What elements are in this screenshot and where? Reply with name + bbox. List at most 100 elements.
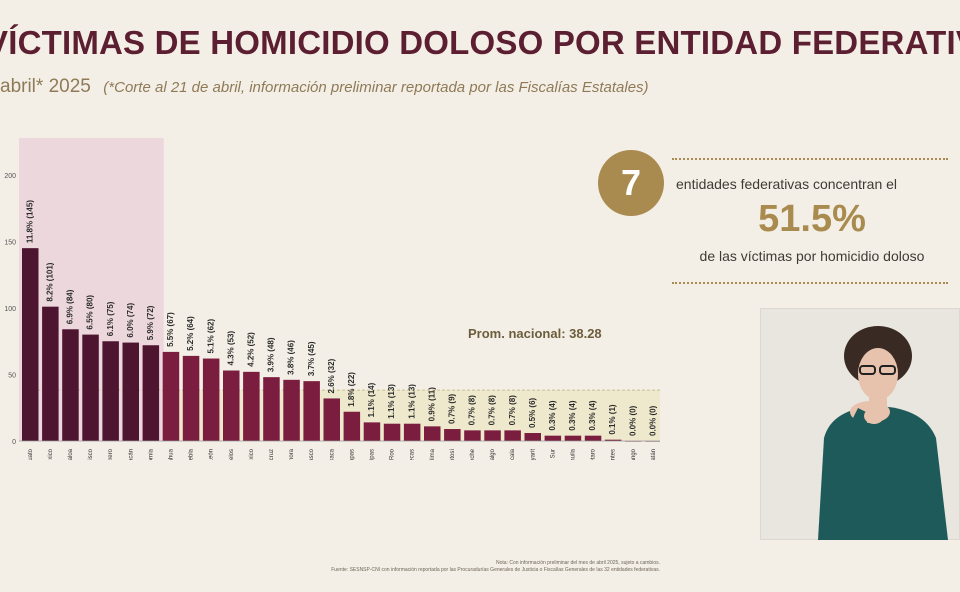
bar-chart: Prom. nacional: 38.28 0 50 100 150 200 11.8% (… xyxy=(4,138,660,460)
data-label: 6.5% (80) xyxy=(86,295,95,330)
category-label: Hidalgo xyxy=(490,448,496,460)
bar xyxy=(223,370,240,441)
category-label: Querétaro xyxy=(591,448,597,460)
data-label: 0.3% (4) xyxy=(548,400,557,431)
category-label: Morelos xyxy=(229,449,235,460)
subtitle-period: abril* 2025 xyxy=(0,76,91,97)
data-label: 5.2% (64) xyxy=(186,316,195,351)
bar xyxy=(122,342,139,441)
bar xyxy=(142,345,160,441)
data-label: 0.0% (0) xyxy=(648,405,657,436)
data-label: 4.2% (52) xyxy=(246,332,255,367)
callout-text-line2: de las víctimas por homicidio doloso xyxy=(699,248,925,264)
bar xyxy=(564,435,582,441)
bar xyxy=(162,351,180,441)
callout-text-line1: entidades federativas concentran el xyxy=(676,176,898,192)
bar xyxy=(102,341,119,441)
category-label: Guerrero xyxy=(108,448,114,460)
data-label: 1.1% (14) xyxy=(367,382,376,417)
bar xyxy=(424,426,441,441)
data-label: 1.8% (22) xyxy=(347,372,356,407)
data-label: 6.1% (75) xyxy=(106,301,115,336)
category-label: Puebla xyxy=(189,448,195,460)
data-label: 3.8% (46) xyxy=(287,340,296,375)
callout-divider-bottom xyxy=(672,282,948,284)
data-label: 0.1% (1) xyxy=(608,404,617,435)
data-label: 11.8% (145) xyxy=(25,200,34,243)
bar xyxy=(403,423,421,441)
data-label: 0.7% (8) xyxy=(468,395,477,426)
data-label: 0.3% (4) xyxy=(568,400,577,431)
bar xyxy=(363,422,381,441)
footnote-source: Fuente: SESNSP-CNI con información repor… xyxy=(331,567,660,573)
subtitle: abril* 2025 (*Corte al 21 de abril, info… xyxy=(0,76,649,98)
average-label: Prom. nacional: 38.28 xyxy=(468,326,602,341)
y-tick-label: 150 xyxy=(4,240,16,247)
data-label: 3.9% (48) xyxy=(267,337,276,372)
data-label: 0.0% (0) xyxy=(628,405,637,436)
data-label: 5.1% (62) xyxy=(206,319,215,354)
bar xyxy=(283,379,300,441)
data-label: 1.1% (13) xyxy=(387,384,396,419)
data-label: 8.2% (101) xyxy=(45,262,54,301)
data-label: 0.3% (4) xyxy=(588,400,597,431)
bar xyxy=(243,371,260,441)
data-label: 2.6% (32) xyxy=(327,358,336,393)
category-label: Estado de México xyxy=(48,448,54,460)
bar xyxy=(82,334,99,441)
category-label: Chiapas xyxy=(349,449,355,460)
data-label: 6.0% (74) xyxy=(126,303,135,338)
sign-language-interpreter-video xyxy=(760,308,960,540)
bar xyxy=(62,329,79,441)
data-label: 0.7% (8) xyxy=(488,395,497,426)
category-label: Nuevo León xyxy=(209,449,215,460)
category-label: Colima xyxy=(430,448,436,460)
category-label: Durango xyxy=(631,448,637,460)
data-label: 1.1% (13) xyxy=(407,384,416,419)
category-label: Jalisco xyxy=(88,448,94,460)
category-label: Zacatecas xyxy=(410,449,416,460)
bar xyxy=(604,439,622,441)
bar xyxy=(202,358,220,441)
category-label: Campeche xyxy=(470,448,476,460)
category-label: Guanajuato xyxy=(28,448,34,460)
footnotes: Nota: Con información preliminar del mes… xyxy=(160,560,660,574)
y-tick-label: 100 xyxy=(4,306,16,313)
bar xyxy=(42,306,59,441)
data-label: 3.7% (45) xyxy=(307,341,316,376)
bar xyxy=(464,430,481,441)
category-label: Tabasco xyxy=(309,448,315,460)
interpreter-figure xyxy=(760,308,960,540)
category-label: Quintana Roo xyxy=(390,448,396,460)
y-tick-label: 200 xyxy=(4,173,16,180)
category-label: Chihuahua xyxy=(169,448,175,460)
page-title: VÍCTIMAS DE HOMICIDIO DOLOSO POR ENTIDAD… xyxy=(0,24,960,61)
callout-percent: 51.5% xyxy=(758,198,866,240)
bar xyxy=(444,429,461,441)
category-label: Baja California Sur xyxy=(550,449,556,460)
y-tick-label: 50 xyxy=(8,373,16,380)
category-label: Tlaxcala xyxy=(510,448,516,460)
category-label: Aguascalientes xyxy=(611,449,617,460)
data-label: 4.3% (53) xyxy=(226,330,235,365)
bar xyxy=(182,355,200,441)
data-label: 5.5% (67) xyxy=(166,312,175,347)
bar xyxy=(484,430,501,441)
callout-number-badge: 7 xyxy=(598,150,664,216)
category-label: Tamaulipas xyxy=(370,449,376,460)
bar xyxy=(524,433,541,441)
data-label: 5.9% (72) xyxy=(146,305,155,340)
callout-divider-top xyxy=(672,158,948,160)
y-tick-label: 0 xyxy=(12,439,16,446)
bar xyxy=(22,248,39,441)
bar xyxy=(323,398,340,441)
category-label: Nayarit xyxy=(530,449,536,460)
category-label: Sonora xyxy=(289,448,295,460)
data-label: 0.9% (11) xyxy=(427,387,436,422)
category-label: Oaxaca xyxy=(329,448,335,460)
data-label: 6.9% (84) xyxy=(66,289,75,324)
bar xyxy=(544,435,562,441)
subtitle-note: (*Corte al 21 de abril, información prel… xyxy=(103,79,649,96)
category-label: Veracruz xyxy=(269,449,275,460)
category-label: Ciudad de México xyxy=(249,448,255,460)
